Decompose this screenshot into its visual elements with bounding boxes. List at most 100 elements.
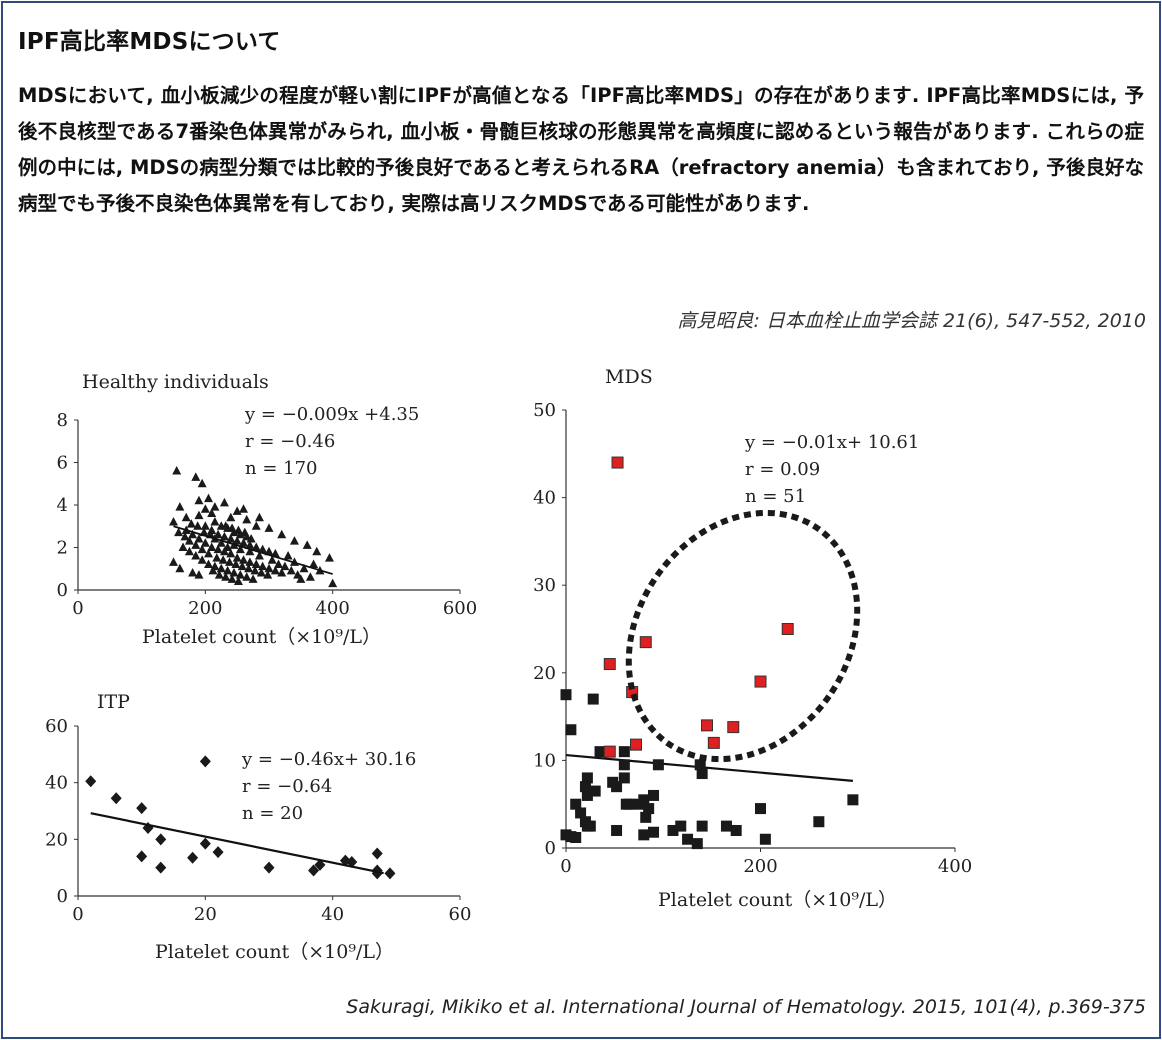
- chart-healthy-point: [188, 568, 198, 577]
- chart-healthy-point: [184, 546, 194, 556]
- reference-bottom: Sakuragi, Mikiko et al. International Jo…: [346, 996, 1146, 1018]
- chart-mds-point: [611, 781, 623, 793]
- chart-mds-point: [638, 829, 650, 841]
- chart-healthy-xtick-label: 600: [443, 598, 477, 619]
- chart-mds-point: [579, 781, 591, 793]
- chart-itp-point: [384, 867, 396, 880]
- chart-healthy-point: [242, 514, 252, 524]
- chart-itp-xtick-label: 0: [72, 904, 83, 925]
- chart-healthy-point: [244, 563, 254, 573]
- chart-healthy-title: Healthy individuals: [82, 371, 269, 393]
- chart-healthy-point: [232, 553, 242, 562]
- chart-mds-point: [847, 794, 859, 806]
- chart-healthy-point: [245, 540, 255, 549]
- chart-healthy-point: [200, 504, 210, 513]
- chart-mds-point: [640, 811, 652, 823]
- chart-healthy-point: [212, 553, 222, 562]
- chart-itp-point: [136, 802, 148, 815]
- chart-itp-point: [155, 833, 167, 846]
- chart-mds-point: [575, 807, 587, 819]
- chart-healthy-point: [172, 466, 182, 475]
- chart-healthy-point: [226, 512, 236, 522]
- chart-itp-point: [308, 864, 320, 877]
- chart-healthy-point: [216, 538, 226, 547]
- chart-healthy-xlabel: Platelet count（×10⁹/L）: [142, 626, 381, 648]
- chart-mds-ytick-label: 0: [545, 838, 556, 859]
- chart-healthy-point: [328, 578, 338, 588]
- chart-mds-point: [667, 824, 679, 836]
- chart-healthy-point: [221, 572, 231, 581]
- chart-healthy-point: [267, 555, 277, 564]
- chart-healthy-point: [191, 472, 201, 481]
- chart-itp-point: [85, 775, 97, 788]
- chart-mds-point: [675, 820, 687, 832]
- chart-mds-point: [696, 768, 708, 780]
- chart-healthy-point: [219, 497, 229, 507]
- chart-mds-point: [570, 798, 582, 810]
- chart-itp-point: [187, 851, 199, 864]
- chart-healthy-point: [175, 502, 185, 511]
- chart-healthy-point: [256, 568, 266, 577]
- chart-mds-point: [648, 789, 660, 801]
- chart-healthy-point: [169, 517, 178, 526]
- chart-healthy-point: [289, 536, 299, 545]
- chart-mds-point: [570, 831, 582, 843]
- chart-healthy-regression-line: [173, 525, 333, 575]
- chart-healthy-point: [197, 478, 207, 488]
- chart-mds-highlight-point: [630, 738, 643, 751]
- chart-healthy-point: [226, 534, 236, 543]
- chart-mds-point: [618, 746, 630, 758]
- chart-healthy-point: [264, 546, 274, 556]
- chart-healthy-point: [309, 559, 319, 568]
- page-title: IPF高比率MDSについて: [18, 29, 281, 55]
- chart-itp-points: [85, 755, 396, 880]
- chart-healthy-ytick-label: 2: [57, 538, 68, 559]
- chart-itp-ytick-label: 60: [45, 716, 68, 737]
- chart-healthy-point: [245, 557, 255, 566]
- chart-mds-highlight-point: [701, 719, 714, 732]
- chart-healthy-point: [240, 527, 250, 537]
- chart-mds: MDS 0 10 20 30 40 50 0 200 400 y = −0.01x+ 10.6…: [533, 366, 972, 911]
- chart-healthy-point: [277, 568, 287, 577]
- chart-healthy-point: [239, 538, 249, 547]
- chart-mds-point: [581, 789, 593, 801]
- chart-mds-point: [730, 824, 742, 836]
- chart-healthy-point: [246, 534, 256, 543]
- chart-mds-xlabel: Platelet count（×10⁹/L）: [658, 889, 897, 911]
- chart-healthy-point: [251, 521, 261, 530]
- chart-mds-highlight-point: [611, 456, 624, 469]
- chart-healthy-point: [197, 544, 207, 554]
- chart-mds-points: [560, 689, 859, 850]
- chart-itp-point: [263, 861, 275, 874]
- chart-mds-regression-line: [565, 753, 853, 782]
- chart-itp-annotation-1: y = −0.46x+ 30.16: [241, 749, 416, 770]
- chart-healthy-point: [305, 572, 315, 581]
- chart-healthy-point: [312, 546, 322, 556]
- chart-healthy-point: [181, 512, 191, 522]
- chart-healthy-point: [204, 559, 214, 568]
- chart-mds-xtick-label: 400: [938, 856, 972, 877]
- chart-healthy-point: [233, 576, 243, 585]
- chart-itp-point: [199, 755, 211, 768]
- chart-healthy-ytick-label: 0: [57, 580, 68, 601]
- chart-healthy-point: [239, 504, 249, 513]
- chart-mds-point: [560, 689, 572, 701]
- chart-mds-point: [587, 693, 599, 705]
- chart-healthy-xtick-label: 0: [72, 598, 83, 619]
- chart-healthy-point: [251, 542, 261, 551]
- chart-healthy-point: [200, 538, 210, 547]
- chart-mds-yticks: 0 10 20 30 40 50: [533, 400, 566, 859]
- chart-healthy-point: [223, 565, 233, 575]
- chart-healthy-ytick-label: 6: [57, 453, 68, 474]
- chart-healthy-ytick-label: 4: [57, 495, 68, 516]
- chart-mds-point: [696, 820, 708, 832]
- chart-mds-highlight-point: [727, 721, 740, 734]
- chart-healthy-point: [250, 565, 260, 575]
- chart-healthy-point: [286, 565, 296, 575]
- chart-healthy-point: [229, 568, 239, 577]
- chart-mds-highlight-point: [707, 736, 720, 749]
- chart-itp-point: [314, 858, 326, 871]
- chart-healthy-point: [174, 527, 184, 537]
- chart-mds-ytick-label: 50: [533, 400, 556, 421]
